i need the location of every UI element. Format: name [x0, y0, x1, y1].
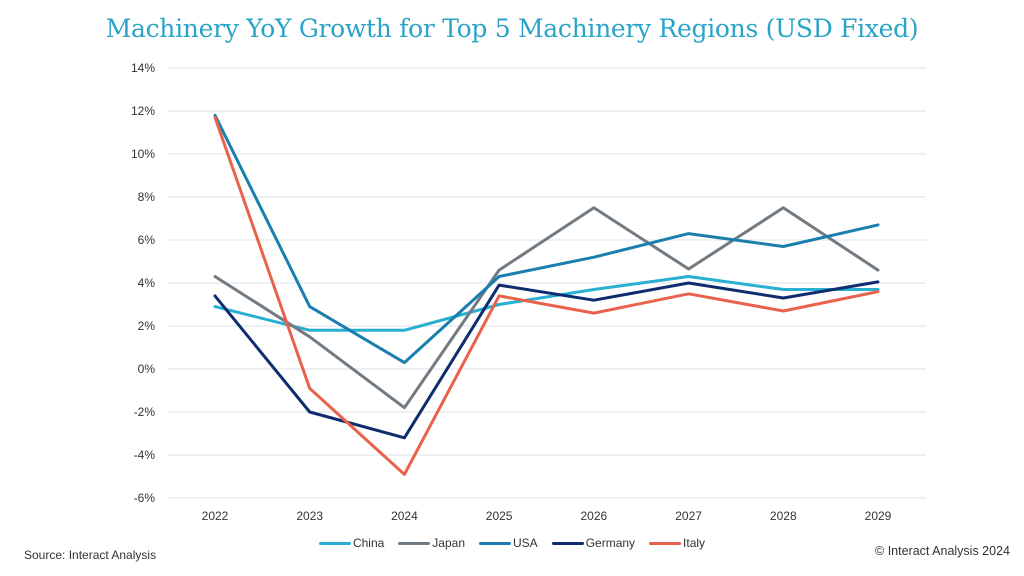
legend-label: China: [352, 536, 385, 550]
legend-label: USA: [513, 536, 538, 550]
y-tick-label: 6%: [138, 233, 156, 247]
x-tick-label: 2025: [486, 509, 513, 523]
y-tick-label: -6%: [134, 491, 156, 505]
legend-label: Italy: [683, 536, 706, 550]
legend-swatch: [398, 541, 431, 545]
x-tick-label: 2027: [675, 509, 702, 523]
y-tick-label: -2%: [134, 405, 156, 419]
x-tick-label: 2023: [296, 509, 323, 523]
legend: China Japan USA Germany Italy: [0, 536, 1024, 550]
y-tick-label: 8%: [138, 190, 156, 204]
legend-item-italy: Italy: [649, 536, 705, 550]
series-lines: [213, 113, 880, 476]
series-line-italy: [213, 115, 880, 476]
series-line-japan: [213, 206, 880, 410]
x-axis-ticks: 2022 2023 2024 2025 2026 2027 2028 2029: [202, 509, 892, 523]
legend-item-usa: USA: [479, 536, 538, 550]
legend-label: Germany: [585, 536, 636, 550]
x-tick-label: 2022: [202, 509, 229, 523]
series-line-usa: [213, 113, 880, 365]
x-tick-label: 2024: [391, 509, 418, 523]
y-tick-label: 0%: [138, 362, 156, 376]
x-tick-label: 2028: [770, 509, 797, 523]
legend-swatch: [479, 541, 511, 545]
y-tick-label: 12%: [131, 104, 155, 118]
copyright-note: © Interact Analysis 2024: [875, 544, 1010, 558]
x-tick-label: 2029: [865, 509, 892, 523]
y-tick-label: 2%: [138, 319, 156, 333]
source-note: Source: Interact Analysis: [24, 548, 157, 562]
legend-swatch: [649, 541, 682, 545]
x-tick-label: 2026: [581, 509, 608, 523]
legend-swatch: [551, 541, 584, 545]
legend-label: Japan: [432, 536, 465, 550]
y-tick-label: 14%: [131, 61, 155, 75]
series-line-germany: [213, 280, 880, 440]
gridlines: [168, 67, 926, 499]
y-tick-label: 10%: [131, 147, 155, 161]
legend-item-japan: Japan: [398, 536, 465, 550]
legend-item-china: China: [318, 536, 385, 550]
y-tick-label: -4%: [134, 448, 156, 462]
legend-swatch: [318, 541, 351, 545]
legend-item-germany: Germany: [551, 536, 636, 550]
y-axis-ticks: 14% 12% 10% 8% 6% 4% 2% 0% -2% -4% -6%: [131, 61, 155, 505]
chart-title: Machinery YoY Growth for Top 5 Machinery…: [105, 14, 919, 43]
y-tick-label: 4%: [138, 276, 156, 290]
series-line-china: [213, 275, 880, 332]
